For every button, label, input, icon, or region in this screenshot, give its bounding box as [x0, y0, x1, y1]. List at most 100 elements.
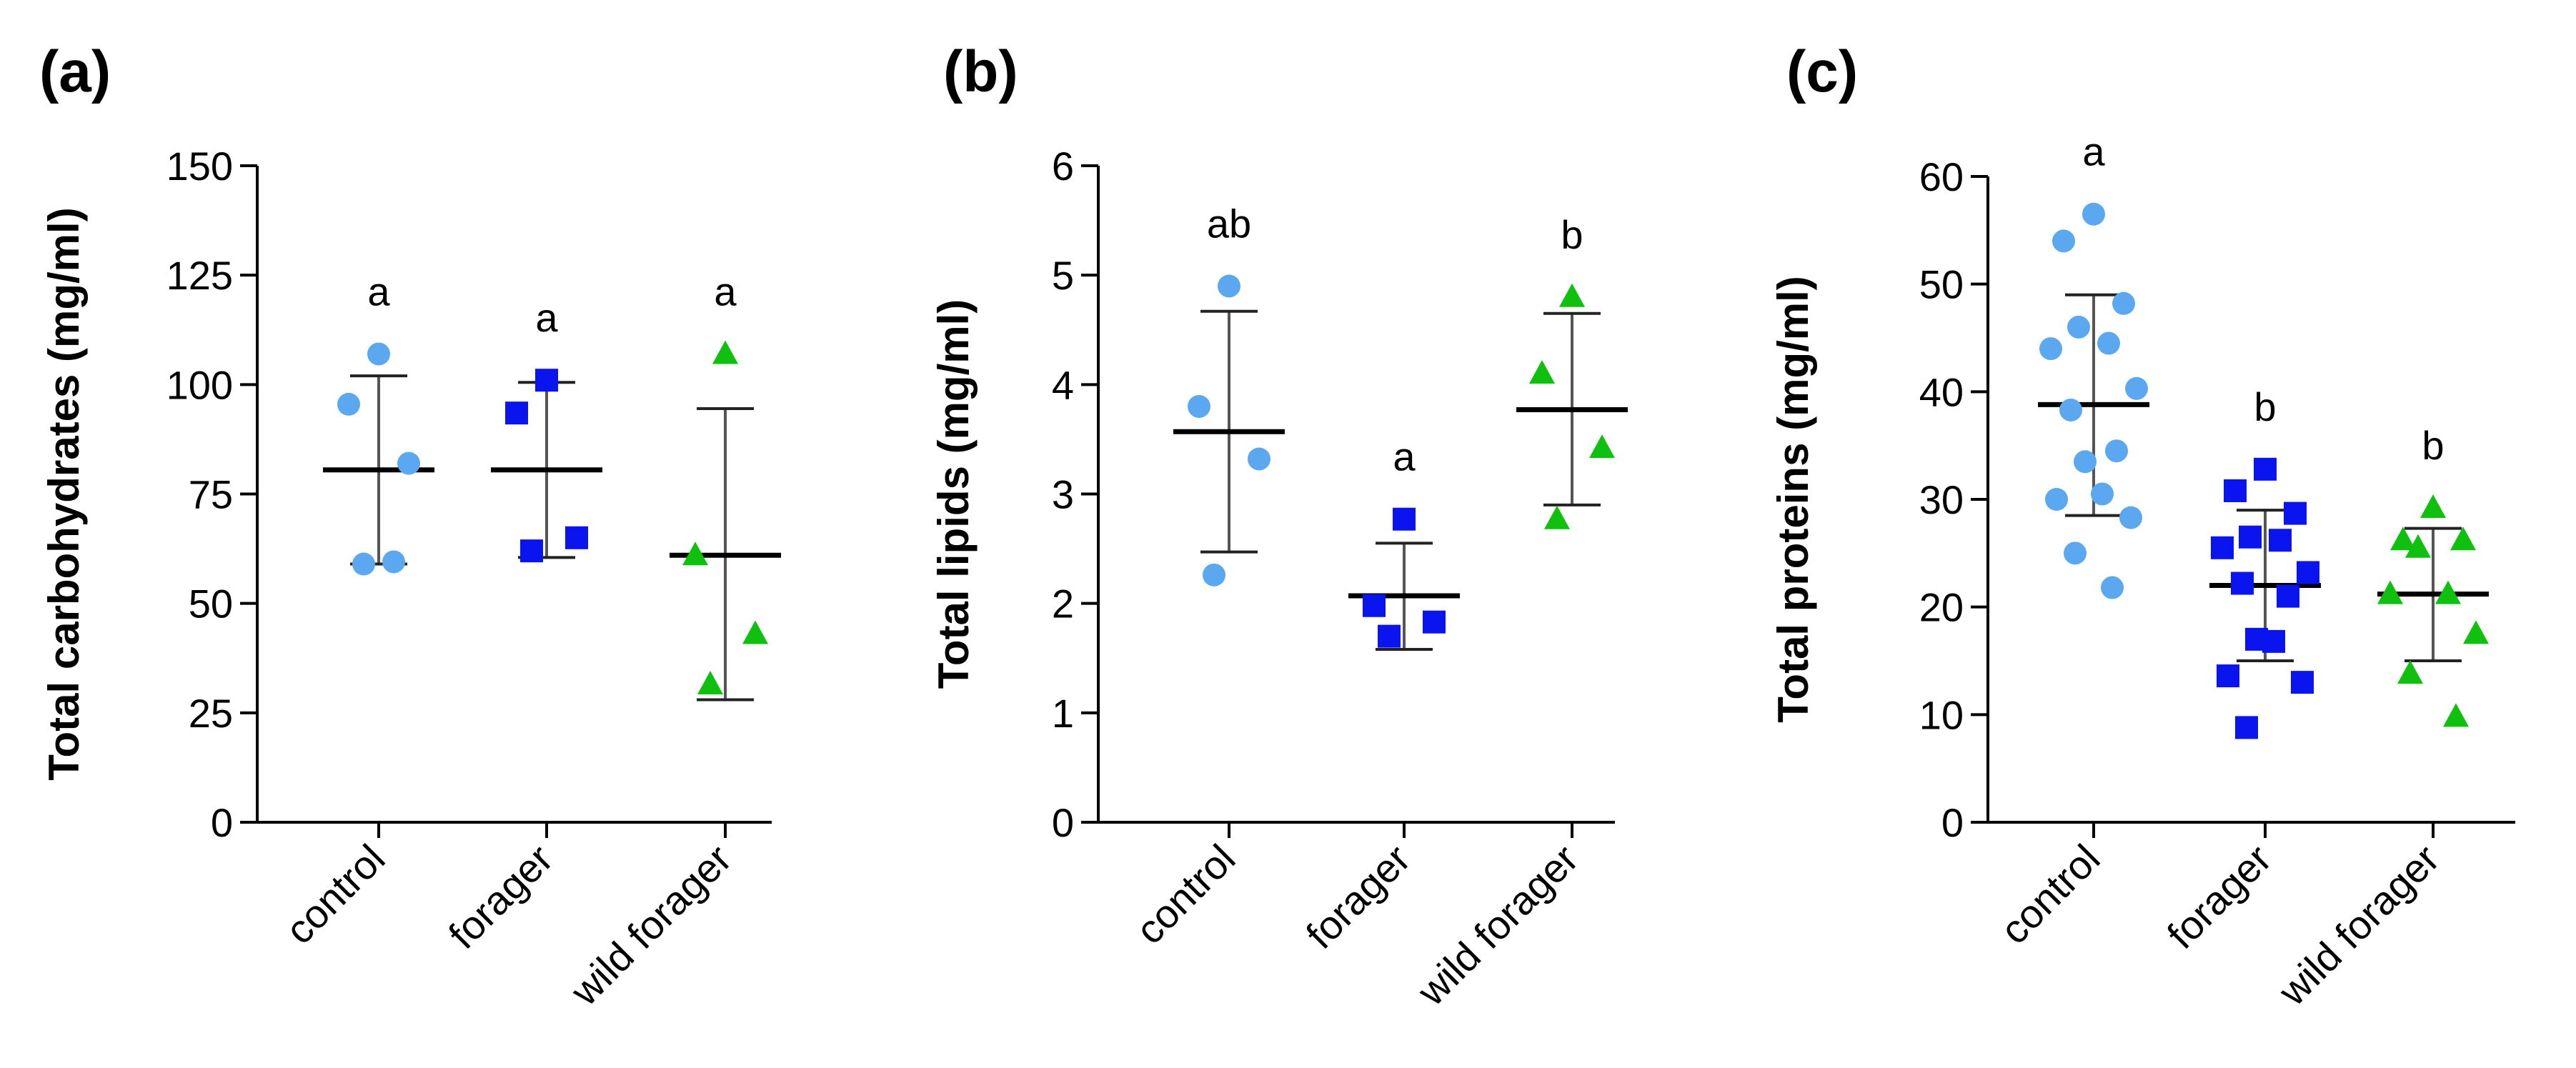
data-point — [1529, 360, 1555, 384]
y-tick-label: 0 — [1941, 800, 1964, 845]
data-point — [2231, 572, 2254, 595]
significance-letter: a — [367, 269, 390, 314]
data-point — [1248, 447, 1270, 471]
data-point — [2082, 202, 2105, 226]
data-point — [337, 392, 360, 416]
data-point — [2224, 479, 2247, 502]
data-point — [1218, 274, 1240, 298]
group-forager: a — [1348, 434, 1460, 651]
data-point — [2443, 703, 2469, 727]
data-point — [2277, 584, 2299, 608]
data-point — [505, 401, 528, 425]
data-point — [1589, 434, 1615, 459]
data-point — [2405, 534, 2431, 558]
significance-letter: b — [2422, 423, 2444, 468]
y-tick-label: 2 — [1052, 582, 1074, 627]
data-point — [535, 369, 558, 392]
data-point — [2074, 450, 2097, 474]
data-point — [565, 526, 588, 549]
y-tick-label: 125 — [166, 253, 233, 298]
data-point — [2269, 529, 2292, 552]
data-point — [2262, 629, 2285, 653]
x-tick-label: control — [277, 836, 393, 952]
data-point — [742, 620, 768, 644]
x-tick-label: forager — [439, 836, 561, 957]
data-point — [2291, 671, 2314, 694]
data-point — [2377, 580, 2403, 604]
y-tick-label: 60 — [1919, 154, 1964, 199]
group-forager: a — [491, 295, 602, 563]
y-axis-label: Total lipids (mg/ml) — [930, 299, 978, 689]
data-point — [2105, 439, 2128, 463]
y-tick-label: 3 — [1052, 472, 1074, 517]
data-point — [382, 550, 405, 574]
data-point — [2397, 660, 2423, 684]
y-tick-label: 40 — [1919, 369, 1964, 414]
data-point — [712, 340, 738, 364]
group-wild-forager: b — [1516, 212, 1628, 529]
data-point — [2284, 501, 2307, 525]
y-tick-label: 30 — [1919, 477, 1964, 522]
group-control: a — [2038, 129, 2149, 599]
data-point — [397, 451, 420, 475]
data-point — [2039, 337, 2062, 361]
data-point — [2101, 576, 2124, 599]
group-control: ab — [1173, 201, 1285, 587]
data-point — [2211, 536, 2234, 559]
data-point — [2435, 580, 2461, 604]
y-tick-label: 6 — [1052, 144, 1074, 189]
data-point — [2239, 525, 2262, 549]
data-point — [2052, 229, 2075, 253]
group-wild-forager: b — [2377, 423, 2489, 727]
data-point — [2067, 315, 2090, 339]
data-point — [2091, 482, 2114, 506]
x-tick-label: control — [1991, 836, 2108, 952]
data-point — [1393, 507, 1416, 531]
data-point — [1363, 594, 1386, 617]
y-tick-label: 0 — [1052, 800, 1074, 845]
data-point — [2254, 457, 2277, 481]
x-tick-label: forager — [1297, 836, 1418, 957]
data-point — [2112, 291, 2135, 315]
x-tick-label: forager — [2158, 836, 2279, 957]
data-point — [1559, 283, 1585, 307]
significance-letter: a — [535, 295, 558, 340]
y-tick-label: 5 — [1052, 253, 1074, 298]
data-point — [2045, 488, 2068, 511]
significance-letter: a — [714, 269, 737, 314]
x-tick-label: wild forager — [1408, 836, 1587, 1014]
significance-letter: b — [2254, 384, 2276, 429]
y-tick-label: 75 — [189, 472, 233, 517]
data-point — [2125, 376, 2148, 400]
data-point — [2064, 542, 2087, 565]
y-tick-label: 50 — [1919, 262, 1964, 307]
data-point — [697, 671, 723, 695]
data-point — [682, 542, 708, 566]
significance-letter: a — [2082, 129, 2105, 174]
y-tick-label: 150 — [166, 144, 233, 189]
data-point — [2297, 561, 2319, 584]
group-control: a — [323, 269, 434, 576]
panel-1: (a) 0 25 50 75 100 125 150 Total carbohydrates (… — [39, 39, 781, 1014]
data-point — [2450, 526, 2476, 551]
panel-2: (b) 0 1 2 3 4 5 6 Total lipids (mg/ml) control for… — [930, 39, 1628, 1014]
data-point — [520, 539, 543, 563]
y-tick-label: 25 — [189, 691, 233, 736]
y-tick-label: 20 — [1919, 585, 1964, 630]
data-point — [1423, 610, 1446, 634]
data-point — [2097, 331, 2120, 355]
y-tick-label: 50 — [189, 582, 233, 627]
significance-letter: a — [1393, 434, 1416, 479]
data-point — [1203, 563, 1225, 587]
x-tick-label: wild forager — [2269, 836, 2448, 1014]
panel-label: (b) — [943, 39, 1018, 104]
significance-letter: ab — [1207, 201, 1251, 246]
data-point — [1544, 505, 1570, 529]
y-axis-label: Total carbohydrates (mg/ml) — [40, 207, 88, 780]
data-point — [1378, 624, 1401, 648]
data-point — [2235, 716, 2258, 739]
data-point — [2059, 398, 2082, 421]
significance-letter: b — [1561, 212, 1583, 257]
y-tick-label: 4 — [1052, 362, 1074, 407]
